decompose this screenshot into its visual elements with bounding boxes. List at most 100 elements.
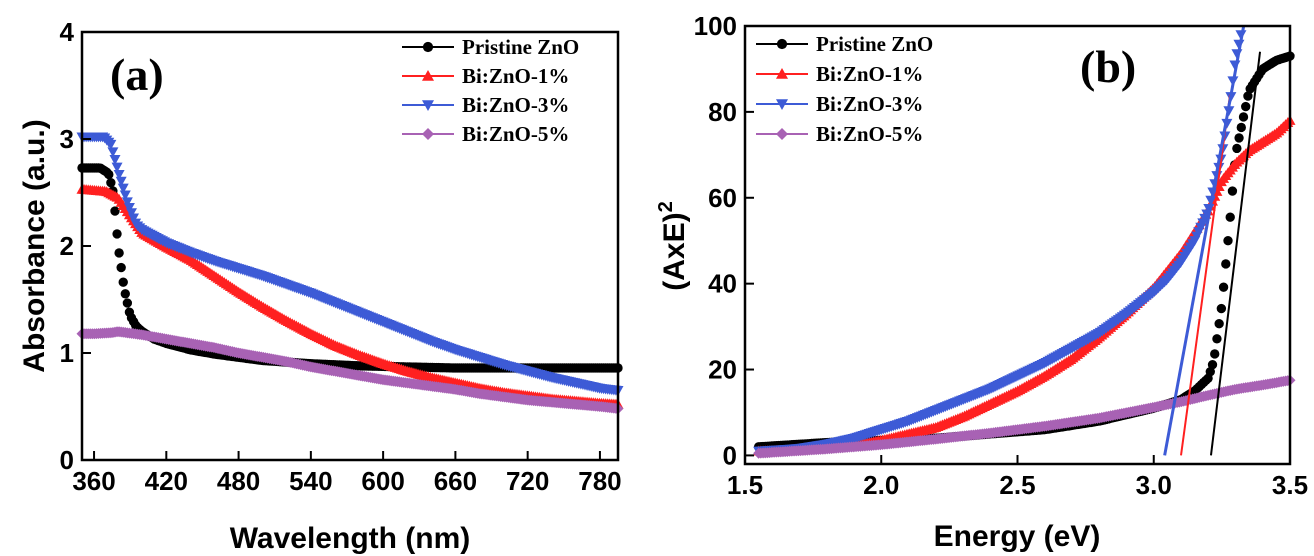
data-point	[1218, 282, 1229, 292]
data-point	[1232, 143, 1242, 154]
data-point	[105, 139, 117, 150]
panel-b-legend: Pristine ZnO Bi:ZnO-1% Bi:ZnO-3% Bi:ZnO-5%	[756, 32, 933, 146]
panel-a-legend: Pristine ZnO Bi:ZnO-1% Bi:ZnO-3% Bi:ZnO-5%	[402, 35, 579, 146]
data-point	[1236, 122, 1246, 133]
legend-marker	[776, 68, 788, 79]
legend-label: Bi:ZnO-1%	[462, 64, 569, 88]
y-tick-label: 80	[708, 97, 737, 127]
data-point	[121, 197, 133, 208]
x-tick-label: 420	[145, 466, 188, 496]
series-1	[753, 114, 1296, 456]
x-tick-label: 600	[361, 466, 404, 496]
y-tick-label: 4	[60, 17, 75, 47]
legend-marker	[776, 99, 788, 110]
tangent-line	[1163, 25, 1246, 456]
data-point	[106, 178, 116, 188]
panel-b-data	[753, 25, 1296, 459]
data-point	[1207, 360, 1218, 370]
panel-b-label: (b)	[1080, 41, 1136, 92]
data-point	[128, 213, 140, 224]
panel-a: 360 420 480 540 600 660 720 780 0 1 2 3 4 (a) Pristi…	[18, 17, 624, 555]
x-tick-label: 780	[578, 466, 621, 496]
series-3	[753, 374, 1296, 459]
data-point	[119, 190, 131, 201]
data-point	[110, 206, 120, 216]
y-tick-label: 100	[694, 11, 737, 41]
data-point	[109, 155, 121, 165]
data-point	[122, 298, 133, 308]
data-point	[120, 289, 130, 299]
panel-a-xlabel: Wavelength (nm)	[230, 522, 471, 555]
data-point	[123, 202, 135, 213]
x-tick-label: 360	[72, 466, 115, 496]
legend-label: Pristine ZnO	[816, 32, 933, 56]
legend-marker	[422, 128, 434, 140]
x-tick-label: 2.5	[999, 470, 1035, 500]
data-point	[1214, 319, 1224, 329]
data-point	[113, 169, 125, 180]
legend-label: Pristine ZnO	[462, 35, 579, 59]
x-tick-label: 480	[217, 466, 260, 496]
data-point	[104, 169, 114, 180]
tangent-line	[1209, 51, 1262, 456]
data-point	[1238, 112, 1249, 122]
y-tick-label: 1	[60, 338, 74, 368]
data-point	[1221, 259, 1231, 269]
legend-marker	[422, 41, 434, 53]
panel-b-axes: 1.5 2.0 2.5 3.0 3.5 0 20 40 60 80 100	[694, 11, 1308, 500]
legend-marker	[422, 100, 434, 111]
legend-marker	[422, 70, 434, 81]
x-tick-label: 3.0	[1136, 470, 1172, 500]
panel-a-ylabel: Absorbance (a.u.)	[18, 119, 51, 372]
data-point	[111, 162, 123, 173]
tangent-line	[1180, 94, 1232, 456]
legend-label: Bi:ZnO-1%	[816, 62, 923, 86]
data-point	[1216, 303, 1227, 314]
panel-a-data	[76, 132, 624, 415]
panel-b-ylabel: (AxE)2	[655, 201, 691, 290]
legend-marker	[776, 38, 788, 50]
series-2	[76, 132, 624, 396]
x-tick-label: 1.5	[727, 470, 763, 500]
data-point	[114, 248, 124, 258]
x-tick-label: 540	[289, 466, 332, 496]
y-tick-label: 3	[60, 124, 74, 154]
x-tick-label: 2.0	[863, 470, 899, 500]
data-point	[118, 277, 128, 287]
x-tick-label: 3.5	[1272, 470, 1308, 500]
data-point	[107, 147, 119, 158]
panel-a-label: (a)	[110, 49, 164, 100]
data-point	[1223, 236, 1233, 246]
data-point	[1225, 212, 1235, 222]
y-tick-label: 40	[708, 269, 737, 299]
data-point	[116, 262, 126, 273]
legend-label: Bi:ZnO-3%	[816, 92, 923, 116]
panel-b: 1.5 2.0 2.5 3.0 3.5 0 20 40 60 80 100 (b) Pristine…	[655, 11, 1308, 553]
data-point	[1243, 91, 1253, 101]
x-tick-label: 720	[506, 466, 549, 496]
series-3	[76, 326, 624, 415]
legend-marker	[776, 128, 788, 140]
legend-label: Bi:ZnO-5%	[816, 122, 923, 146]
y-tick-label: 0	[723, 440, 737, 470]
panel-b-ylabel-sup: 2	[655, 201, 677, 212]
data-point	[1241, 101, 1251, 112]
legend-label: Bi:ZnO-5%	[462, 122, 569, 146]
panel-a-axes: 360 420 480 540 600 660 720 780 0 1 2 3 4	[60, 17, 622, 496]
data-point	[1227, 186, 1238, 196]
data-point	[115, 176, 127, 187]
y-tick-label: 2	[60, 231, 74, 261]
data-point	[125, 208, 137, 219]
y-tick-label: 20	[708, 355, 737, 385]
data-point	[1234, 133, 1244, 143]
data-point	[1210, 349, 1220, 359]
data-point	[1212, 334, 1222, 344]
legend-label: Bi:ZnO-3%	[462, 93, 569, 117]
data-point	[117, 183, 129, 194]
x-tick-label: 660	[434, 466, 477, 496]
panel-b-xlabel: Energy (eV)	[934, 520, 1101, 553]
y-tick-label: 0	[60, 445, 74, 475]
panel-b-ylabel-base: (AxE)	[658, 212, 691, 290]
data-point	[112, 229, 122, 239]
